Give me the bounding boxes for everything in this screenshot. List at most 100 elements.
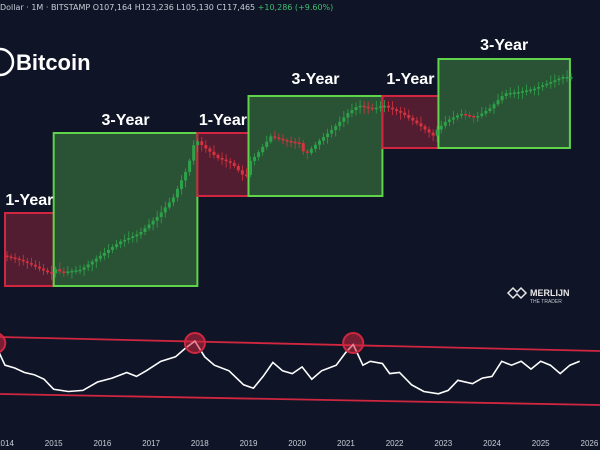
candle-22	[94, 258, 98, 262]
candle-23	[98, 255, 102, 259]
candle-47	[196, 141, 200, 146]
candle-124	[508, 92, 512, 95]
candle-63	[261, 146, 265, 153]
candle-45	[188, 160, 192, 172]
year-tick-2018: 2018	[191, 439, 209, 448]
candle-96	[395, 109, 399, 112]
peak-marker-1	[0, 333, 7, 353]
candle-104	[427, 129, 431, 133]
candle-128	[524, 90, 528, 92]
cycle-label-3: 1-Year	[199, 112, 247, 129]
candle-135	[553, 80, 557, 82]
channel-upper-line	[0, 336, 600, 352]
bitcoin-logo-icon	[0, 47, 15, 77]
candle-98	[403, 112, 407, 116]
cycle-label-1: 1-Year	[5, 192, 53, 209]
candles	[5, 70, 573, 281]
candle-111	[455, 115, 459, 118]
year-tick-2021: 2021	[337, 439, 355, 448]
candle-68	[281, 138, 285, 141]
candle-127	[520, 91, 524, 93]
candle-61	[253, 156, 257, 161]
candle-1	[9, 256, 13, 259]
candle-90	[370, 107, 374, 110]
candle-73	[301, 143, 305, 152]
candle-70	[289, 140, 293, 143]
candle-32	[135, 234, 139, 237]
candle-11	[50, 272, 54, 274]
candle-83	[342, 117, 346, 122]
candle-40	[167, 202, 171, 208]
candle-88	[362, 105, 366, 108]
year-tick-2023: 2023	[434, 439, 452, 448]
candle-19	[82, 267, 86, 270]
candle-65	[269, 136, 273, 142]
candle-112	[460, 113, 464, 116]
candle-84	[346, 113, 350, 118]
candle-46	[192, 145, 196, 161]
candle-79	[326, 133, 330, 138]
candle-100	[411, 117, 415, 121]
candle-38	[159, 212, 163, 217]
candle-66	[273, 136, 277, 138]
candle-131	[537, 87, 541, 89]
candle-59	[244, 174, 248, 177]
candle-14	[62, 271, 66, 274]
candle-35	[147, 224, 151, 229]
candle-20	[86, 264, 90, 268]
candle-53	[220, 157, 224, 160]
candle-71	[293, 141, 297, 144]
ticker-high: H123,236	[134, 3, 174, 12]
candle-132	[541, 85, 545, 87]
watermark-line2: THE TRADER	[530, 299, 562, 305]
candle-114	[468, 115, 472, 117]
year-tick-2025: 2025	[532, 439, 550, 448]
candle-62	[257, 152, 261, 157]
ticker-symbol: Dollar · 1M · BITSTAMP	[0, 3, 91, 12]
candle-67	[277, 137, 281, 140]
candle-33	[139, 232, 143, 235]
candle-107	[439, 125, 443, 130]
candle-69	[285, 139, 289, 142]
candle-5	[25, 261, 29, 264]
candle-25	[106, 249, 110, 253]
candle-52	[216, 155, 220, 158]
candle-80	[330, 129, 334, 134]
candle-31	[131, 236, 135, 239]
candle-49	[204, 145, 208, 149]
candle-26	[111, 247, 115, 250]
candle-93	[382, 105, 386, 108]
cycle-label-5: 1-Year	[386, 71, 434, 88]
candle-126	[516, 92, 520, 94]
candle-91	[374, 107, 378, 110]
cycle-label-2: 3-Year	[102, 112, 150, 129]
candle-8	[37, 266, 41, 269]
candle-106	[435, 129, 439, 136]
year-tick-2019: 2019	[240, 439, 258, 448]
candle-37	[155, 216, 159, 221]
candle-117	[480, 113, 484, 116]
candle-110	[451, 117, 455, 120]
cycle-labels: 1-Year 3-Year 1-Year 3-Year 1-Year 3-Year	[5, 37, 528, 209]
oscillator-panel	[0, 332, 600, 406]
candle-116	[476, 116, 480, 118]
candle-78	[322, 137, 326, 141]
candle-48	[200, 141, 204, 146]
candle-125	[512, 92, 516, 94]
candle-137	[561, 77, 565, 79]
watermark-line1: MERLIJN	[530, 288, 570, 298]
year-tick-2026: 2026	[581, 439, 599, 448]
candle-77	[317, 140, 321, 145]
candle-76	[313, 144, 317, 149]
candle-54	[224, 159, 228, 162]
candle-27	[115, 244, 119, 248]
candle-123	[504, 93, 508, 96]
candle-82	[338, 121, 342, 127]
watermark: MERLIJN THE TRADER	[506, 286, 570, 305]
ticker-change: +10,286 (+9.60%)	[257, 3, 334, 12]
bitcoin-logo: Bitcoin	[0, 47, 91, 77]
candle-43	[180, 180, 184, 189]
candle-97	[399, 111, 403, 113]
brand-title: Bitcoin	[16, 50, 91, 75]
